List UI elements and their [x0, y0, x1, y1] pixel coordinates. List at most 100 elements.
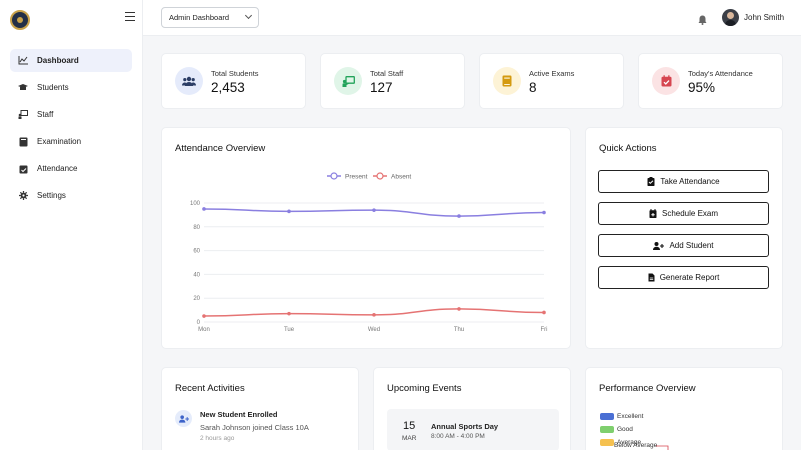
- performance-legend-average[interactable]: Average: [600, 438, 641, 446]
- stat-label: Total Students: [211, 69, 259, 78]
- user-avatar[interactable]: [722, 9, 739, 26]
- data-point: [202, 314, 206, 318]
- sidebar-item-settings[interactable]: Settings: [10, 184, 132, 207]
- legend-marker: [330, 172, 338, 180]
- chalkboard-teacher-icon: [18, 110, 28, 120]
- sidebar: Dashboard Students Staff Examination Att…: [0, 0, 143, 450]
- activity-description: Sarah Johnson joined Class 10A: [200, 423, 309, 432]
- stat-card-exams: Active Exams 8: [479, 53, 624, 109]
- chart-line-icon: [18, 56, 28, 66]
- event-time: 8:00 AM - 4:00 PM: [431, 433, 485, 440]
- users-icon: [175, 67, 203, 95]
- data-point: [202, 207, 206, 211]
- stat-value: 95%: [688, 80, 716, 95]
- notification-bell-icon[interactable]: [698, 12, 707, 25]
- performance-legend-good[interactable]: Good: [600, 425, 633, 433]
- legend-swatch: [600, 412, 614, 420]
- x-tick-label: Fri: [541, 327, 548, 333]
- user-name[interactable]: John Smith: [744, 13, 785, 22]
- x-tick-label: Thu: [454, 327, 464, 333]
- generate-report-button[interactable]: Generate Report: [598, 266, 769, 289]
- y-tick-label: 20: [193, 296, 200, 302]
- event-item[interactable]: 15 MAR Annual Sports Day 8:00 AM - 4:00 …: [387, 409, 559, 450]
- data-point: [372, 313, 376, 317]
- stat-card-staff: Total Staff 127: [320, 53, 465, 109]
- button-label: Schedule Exam: [661, 209, 719, 218]
- legend-swatch: [600, 425, 614, 433]
- dashboard-select-value: Admin Dashboard: [169, 13, 230, 22]
- data-point: [542, 310, 546, 315]
- recent-activities-title: Recent Activities: [175, 383, 245, 394]
- below-average-label: Below Average: [614, 442, 658, 449]
- performance-overview-card: Performance Overview Excellent Good Aver…: [585, 367, 783, 450]
- sidebar-item-staff[interactable]: Staff: [10, 103, 132, 126]
- sidebar-item-label: Students: [37, 83, 69, 92]
- x-tick-label: Tue: [284, 327, 295, 333]
- take-attendance-button[interactable]: Take Attendance: [598, 170, 769, 193]
- sidebar-item-label: Attendance: [37, 164, 78, 173]
- stat-card-students: Total Students 2,453: [161, 53, 306, 109]
- graduation-cap-icon: [18, 83, 28, 93]
- user-plus-icon: [175, 410, 192, 427]
- stat-label: Total Staff: [370, 69, 404, 78]
- button-label: Generate Report: [659, 273, 720, 282]
- pie-leader-line: [656, 445, 669, 450]
- schedule-exam-button[interactable]: Schedule Exam: [598, 202, 769, 225]
- upcoming-events-title: Upcoming Events: [387, 383, 462, 394]
- chevron-down-icon: [244, 11, 253, 20]
- sidebar-item-dashboard[interactable]: Dashboard: [10, 49, 132, 72]
- stat-label: Today's Attendance: [688, 69, 753, 78]
- legend-marker: [376, 172, 384, 180]
- book-icon: [493, 67, 521, 95]
- sidebar-item-label: Settings: [37, 191, 66, 200]
- performance-legend-excellent[interactable]: Excellent: [600, 412, 643, 420]
- menu-toggle-icon[interactable]: [125, 12, 135, 22]
- sidebar-item-examination[interactable]: Examination: [10, 130, 132, 153]
- y-tick-label: 100: [190, 201, 201, 207]
- sidebar-item-label: Dashboard: [37, 56, 79, 65]
- activity-title: New Student Enrolled: [200, 410, 278, 419]
- legend-label: Average: [617, 438, 642, 446]
- data-point: [457, 214, 461, 218]
- stat-value: 2,453: [211, 80, 245, 95]
- legend-label: Excellent: [617, 412, 644, 420]
- y-tick-label: 0: [197, 320, 201, 326]
- dashboard-select[interactable]: Admin Dashboard: [161, 7, 259, 28]
- legend-swatch: [600, 438, 614, 446]
- quick-actions-title: Quick Actions: [599, 143, 657, 154]
- gear-icon: [18, 191, 28, 201]
- data-point: [457, 307, 461, 311]
- data-point: [542, 210, 546, 215]
- stat-value: 127: [370, 80, 393, 95]
- data-point: [287, 209, 291, 214]
- stat-card-attendance: Today's Attendance 95%: [638, 53, 783, 109]
- add-student-button[interactable]: Add Student: [598, 234, 769, 257]
- sidebar-item-students[interactable]: Students: [10, 76, 132, 99]
- attendance-title: Attendance Overview: [175, 143, 266, 154]
- y-tick-label: 40: [193, 272, 200, 278]
- book-icon: [18, 137, 28, 147]
- data-point: [287, 311, 291, 316]
- legend-label: Present: [345, 174, 368, 181]
- calendar-check-icon: [18, 164, 28, 174]
- top-bar: Admin Dashboard John Smith: [143, 0, 801, 36]
- y-tick-label: 60: [193, 249, 200, 255]
- legend-label: Absent: [391, 174, 411, 181]
- calendar-check-icon: [652, 67, 680, 95]
- x-tick-label: Mon: [198, 327, 210, 333]
- upcoming-events-card: Upcoming Events 15 MAR Annual Sports Day…: [373, 367, 571, 450]
- legend-label: Good: [617, 425, 633, 433]
- stat-value: 8: [529, 80, 537, 95]
- school-logo[interactable]: [10, 10, 30, 30]
- sidebar-nav: Dashboard Students Staff Examination Att…: [10, 49, 132, 211]
- attendance-overview-card: Attendance Overview 0 20 40 60 80 100 Mon Tue We…: [161, 127, 571, 349]
- button-label: Take Attendance: [660, 177, 720, 186]
- event-title: Annual Sports Day: [431, 422, 499, 431]
- sidebar-item-attendance[interactable]: Attendance: [10, 157, 132, 180]
- y-tick-label: 80: [193, 225, 200, 231]
- stat-label: Active Exams: [529, 69, 575, 78]
- sidebar-item-label: Examination: [37, 137, 82, 146]
- quick-actions-card: Quick Actions Take Attendance Schedule E…: [585, 127, 783, 349]
- calendar-plus-icon: [649, 209, 657, 218]
- activity-time: 2 hours ago: [200, 435, 235, 442]
